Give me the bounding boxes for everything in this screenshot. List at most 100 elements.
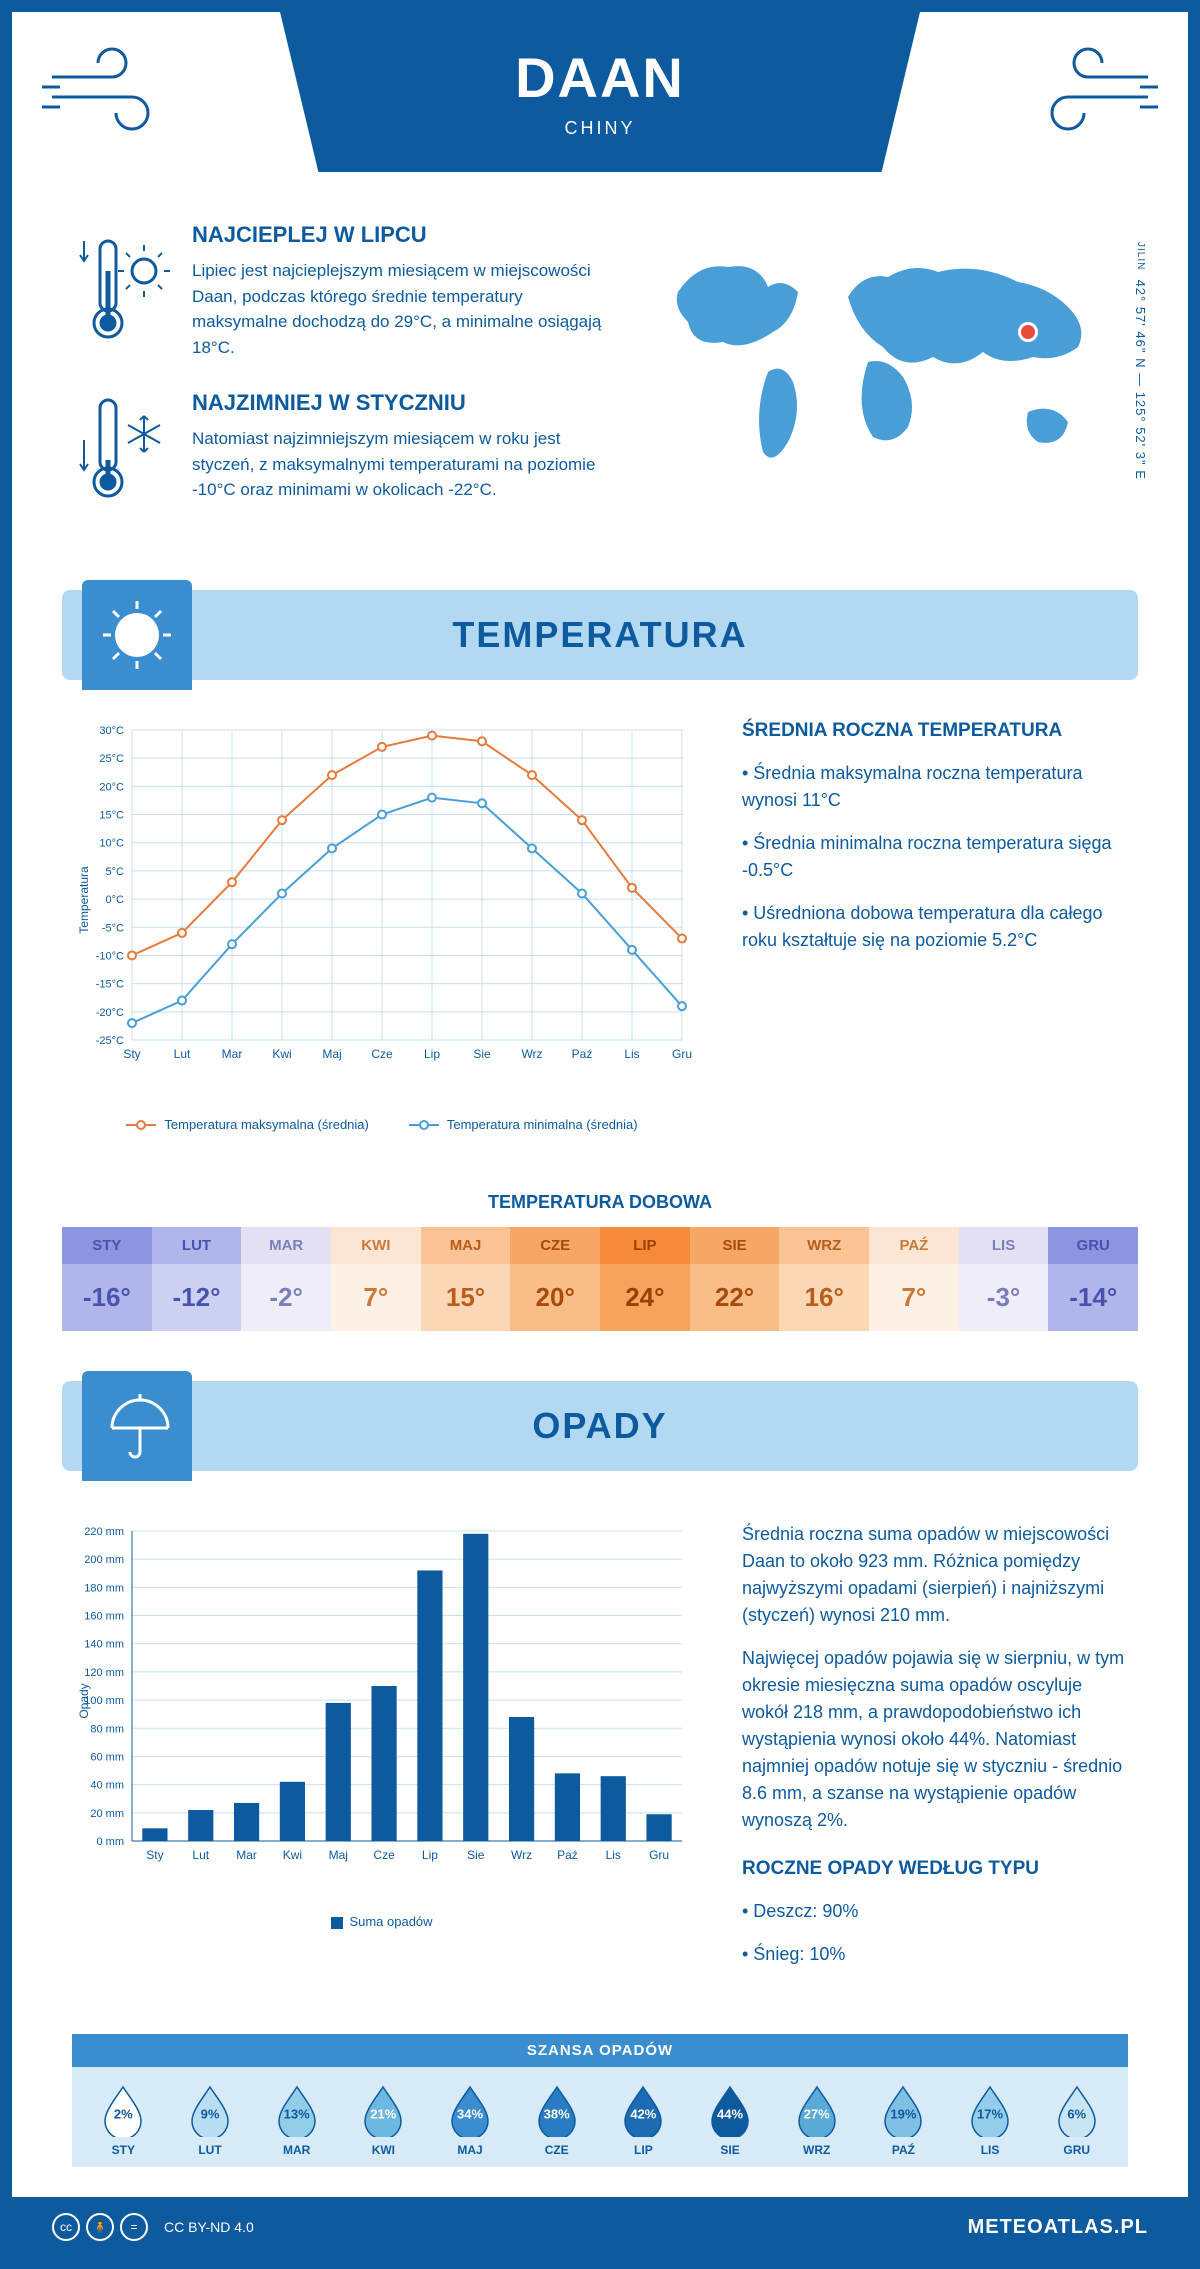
svg-text:Lip: Lip — [424, 1047, 440, 1061]
precipitation-bar-chart: 0 mm20 mm40 mm60 mm80 mm100 mm120 mm140 … — [72, 1521, 692, 1984]
svg-text:120 mm: 120 mm — [84, 1667, 124, 1679]
section-title: OPADY — [62, 1405, 1138, 1447]
svg-text:Cze: Cze — [371, 1047, 393, 1061]
svg-text:20 mm: 20 mm — [90, 1808, 124, 1820]
wind-icon — [42, 42, 182, 142]
legend-max: Temperatura maksymalna (średnia) — [126, 1117, 368, 1132]
svg-text:220 mm: 220 mm — [84, 1526, 124, 1538]
svg-text:Kwi: Kwi — [272, 1047, 291, 1061]
svg-text:Sty: Sty — [123, 1047, 140, 1061]
svg-text:Lip: Lip — [422, 1848, 438, 1862]
svg-text:200 mm: 200 mm — [84, 1554, 124, 1566]
chance-cell: 27% WRZ — [773, 2083, 860, 2157]
svg-text:Mar: Mar — [222, 1047, 243, 1061]
svg-text:60 mm: 60 mm — [90, 1751, 124, 1763]
svg-text:30°C: 30°C — [99, 725, 124, 737]
chance-cell: 9% LUT — [167, 2083, 254, 2157]
footer: cc🧍= CC BY-ND 4.0 METEOATLAS.PL — [12, 2197, 1188, 2257]
precipitation-stats: Średnia roczna suma opadów w miejscowośc… — [742, 1521, 1128, 1984]
svg-text:25°C: 25°C — [99, 753, 124, 765]
svg-text:Sie: Sie — [467, 1848, 485, 1862]
svg-text:Gru: Gru — [649, 1848, 669, 1862]
svg-text:40 mm: 40 mm — [90, 1780, 124, 1792]
daily-cell: GRU -14° — [1048, 1227, 1138, 1331]
svg-text:180 mm: 180 mm — [84, 1582, 124, 1594]
coordinates: JILIN 42° 57' 46" N — 125° 52' 3" E — [1133, 242, 1148, 480]
chance-cell: 19% PAŹ — [860, 2083, 947, 2157]
coldest-title: NAJZIMNIEJ W STYCZNIU — [192, 390, 608, 416]
daily-cell: LUT -12° — [152, 1227, 242, 1331]
license-badge: cc🧍= CC BY-ND 4.0 — [52, 2213, 254, 2241]
temperature-section-header: TEMPERATURA — [62, 590, 1138, 680]
svg-text:-5°C: -5°C — [102, 922, 124, 934]
svg-text:Maj: Maj — [329, 1848, 348, 1862]
svg-text:Temperatura: Temperatura — [77, 866, 91, 934]
city-name: DAAN — [515, 45, 685, 110]
svg-text:Paź: Paź — [572, 1047, 593, 1061]
daily-cell: PAŹ 7° — [869, 1227, 959, 1331]
chance-cell: 42% LIP — [600, 2083, 687, 2157]
climate-infographic: DAAN CHINY NAJCIEPLEJ W LIPCU Lipiec jes… — [0, 0, 1200, 2269]
svg-text:Lis: Lis — [606, 1848, 621, 1862]
warmest-title: NAJCIEPLEJ W LIPCU — [192, 222, 608, 248]
svg-text:Wrz: Wrz — [511, 1848, 532, 1862]
daily-cell: LIP 24° — [600, 1227, 690, 1331]
warmest-block: NAJCIEPLEJ W LIPCU Lipiec jest najcieple… — [72, 222, 608, 360]
svg-text:0 mm: 0 mm — [97, 1836, 125, 1848]
chance-cell: 2% STY — [80, 2083, 167, 2157]
daily-temp-table: STY -16° LUT -12° MAR -2° KWI 7° MAJ 15°… — [62, 1227, 1138, 1331]
svg-text:Lis: Lis — [624, 1047, 639, 1061]
svg-text:160 mm: 160 mm — [84, 1611, 124, 1623]
svg-text:Wrz: Wrz — [521, 1047, 542, 1061]
wind-icon — [1018, 42, 1158, 142]
thermometer-cold-icon — [72, 390, 172, 510]
sun-icon — [82, 580, 192, 690]
thermometer-hot-icon — [72, 222, 172, 360]
svg-text:Sie: Sie — [473, 1047, 491, 1061]
svg-text:20°C: 20°C — [99, 781, 124, 793]
svg-text:Maj: Maj — [322, 1047, 341, 1061]
header: DAAN CHINY — [12, 12, 1188, 192]
svg-text:Gru: Gru — [672, 1047, 692, 1061]
chance-cell: 44% SIE — [687, 2083, 774, 2157]
daily-cell: MAJ 15° — [421, 1227, 511, 1331]
intro-row: NAJCIEPLEJ W LIPCU Lipiec jest najcieple… — [12, 192, 1188, 580]
svg-text:80 mm: 80 mm — [90, 1723, 124, 1735]
svg-text:-25°C: -25°C — [96, 1035, 124, 1047]
svg-text:Sty: Sty — [146, 1848, 163, 1862]
svg-text:Cze: Cze — [373, 1848, 395, 1862]
chance-cell: 17% LIS — [947, 2083, 1034, 2157]
svg-text:-20°C: -20°C — [96, 1007, 124, 1019]
temperature-stats: ŚREDNIA ROCZNA TEMPERATURA • Średnia mak… — [742, 720, 1128, 1132]
daily-temp-title: TEMPERATURA DOBOWA — [12, 1192, 1188, 1213]
bar-legend: Suma opadów — [349, 1914, 432, 1929]
section-title: TEMPERATURA — [62, 614, 1138, 656]
chance-cell: 21% KWI — [340, 2083, 427, 2157]
site-name: METEOATLAS.PL — [968, 2216, 1148, 2239]
daily-cell: STY -16° — [62, 1227, 152, 1331]
world-map: JILIN 42° 57' 46" N — 125° 52' 3" E — [648, 222, 1128, 540]
daily-cell: LIS -3° — [959, 1227, 1049, 1331]
warmest-text: Lipiec jest najcieplejszym miesiącem w m… — [192, 258, 608, 360]
svg-text:Opady: Opady — [77, 1683, 91, 1718]
umbrella-icon — [82, 1371, 192, 1481]
chance-cell: 34% MAJ — [427, 2083, 514, 2157]
chance-title: SZANSA OPADÓW — [72, 2034, 1128, 2067]
rain-chance-table: SZANSA OPADÓW 2% STY 9% LUT 13% MAR 21% … — [72, 2034, 1128, 2167]
chance-cell: 13% MAR — [253, 2083, 340, 2157]
svg-text:Paź: Paź — [557, 1848, 578, 1862]
svg-text:Lut: Lut — [174, 1047, 191, 1061]
svg-text:10°C: 10°C — [99, 838, 124, 850]
legend-min: Temperatura minimalna (średnia) — [409, 1117, 638, 1132]
svg-text:5°C: 5°C — [106, 866, 125, 878]
svg-text:140 mm: 140 mm — [84, 1639, 124, 1651]
coldest-text: Natomiast najzimniejszym miesiącem w rok… — [192, 426, 608, 503]
svg-text:Lut: Lut — [192, 1848, 209, 1862]
svg-text:0°C: 0°C — [106, 894, 125, 906]
temperature-line-chart: -25°C-20°C-15°C-10°C-5°C0°C5°C10°C15°C20… — [72, 720, 692, 1132]
stats-heading: ŚREDNIA ROCZNA TEMPERATURA — [742, 720, 1128, 742]
svg-text:15°C: 15°C — [99, 810, 124, 822]
daily-cell: CZE 20° — [510, 1227, 600, 1331]
country-name: CHINY — [564, 118, 635, 139]
daily-cell: KWI 7° — [331, 1227, 421, 1331]
